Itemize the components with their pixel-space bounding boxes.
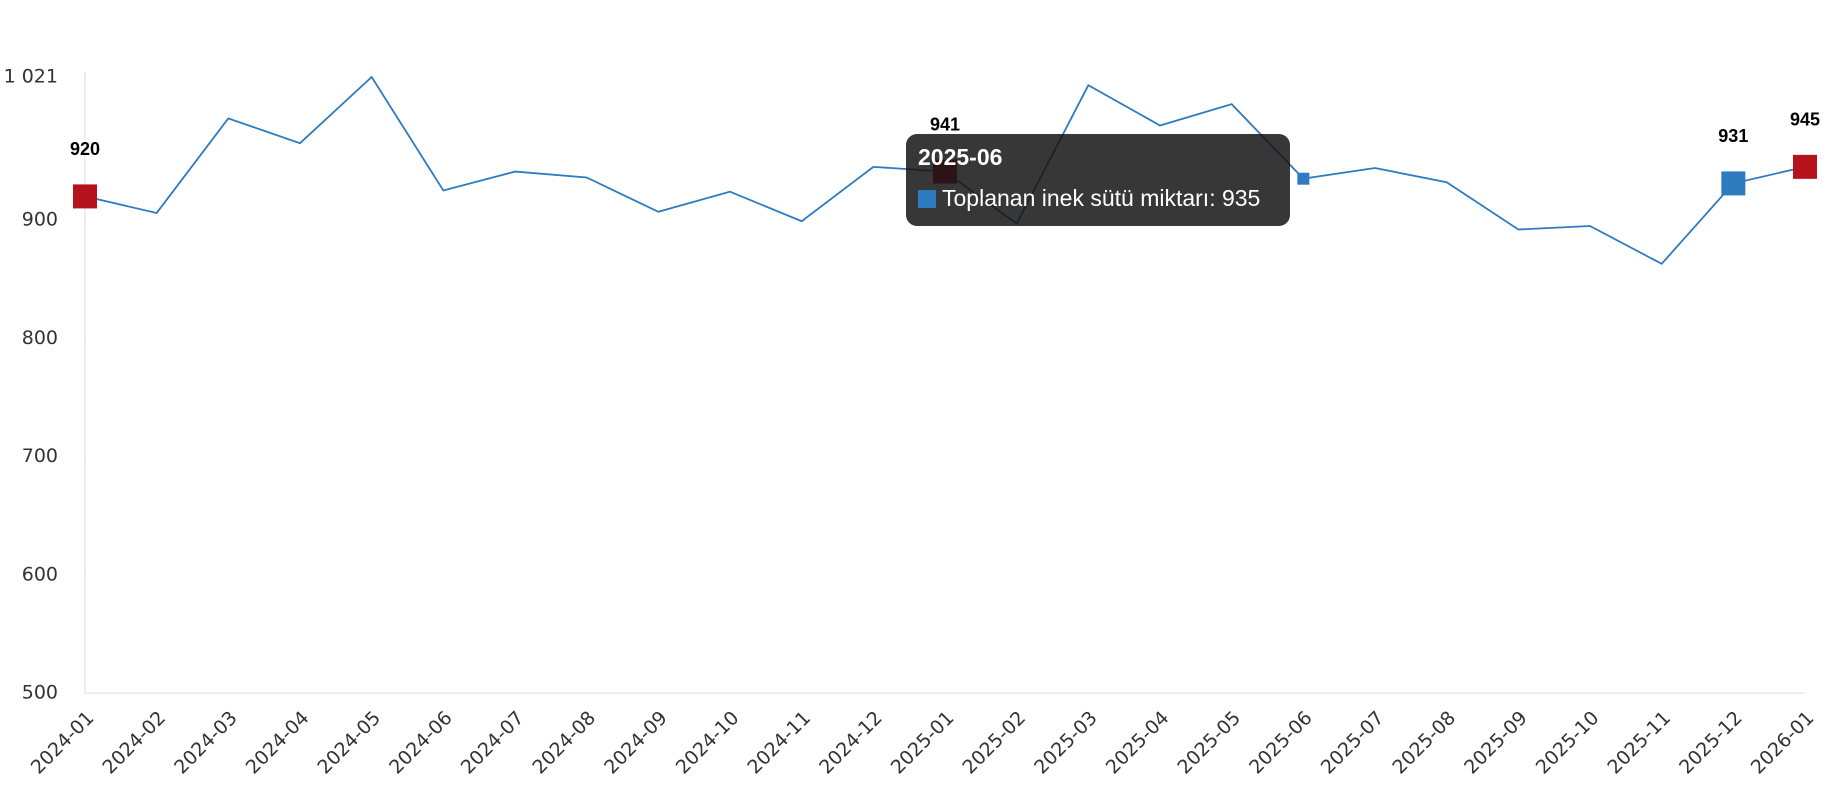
x-tick-label: 2024-10	[672, 707, 744, 779]
x-tick-label: 2024-08	[528, 707, 600, 779]
y-tick-label: 900	[22, 209, 58, 231]
x-tick-label: 2025-02	[958, 707, 1030, 779]
x-tick-label: 2024-07	[457, 707, 529, 779]
tooltip: 2025-06 Toplanan inek sütü miktarı: 935	[906, 134, 1290, 226]
x-tick-label: 2024-03	[170, 707, 242, 779]
x-tick-label: 2025-04	[1102, 707, 1174, 779]
x-tick-label: 2024-12	[815, 707, 887, 779]
x-tick-label: 2024-06	[385, 707, 457, 779]
x-tick-label: 2024-11	[743, 707, 815, 779]
highlight-marker	[1721, 171, 1746, 196]
x-tick-label: 2025-09	[1460, 707, 1532, 779]
data-label: 931	[1718, 126, 1748, 146]
x-tick-label: 2024-09	[600, 707, 672, 779]
tooltip-title: 2025-06	[918, 144, 1003, 170]
y-tick-label: 700	[22, 445, 58, 467]
x-tick-label: 2025-05	[1173, 707, 1245, 779]
x-tick-label: 2025-11	[1603, 707, 1675, 779]
y-tick-label: 1 021	[4, 66, 58, 88]
x-tick-label: 2025-07	[1317, 707, 1389, 779]
x-tick-label: 2025-10	[1532, 707, 1604, 779]
x-tick-label: 2026-01	[1747, 707, 1819, 779]
x-tick-label: 2024-01	[27, 707, 99, 779]
data-label: 941	[930, 114, 960, 134]
tooltip-swatch	[918, 189, 936, 208]
hover-marker	[1297, 172, 1310, 185]
y-tick-label: 600	[22, 563, 58, 585]
y-tick-label: 800	[22, 327, 58, 349]
data-label: 920	[70, 139, 100, 159]
tooltip-text: Toplanan inek sütü miktarı: 935	[942, 185, 1261, 211]
y-tick-label: 500	[22, 682, 58, 704]
x-tick-label: 2025-12	[1675, 707, 1747, 779]
highlight-marker	[73, 184, 97, 209]
x-tick-label: 2025-06	[1245, 707, 1317, 779]
x-tick-label: 2025-08	[1388, 707, 1460, 779]
highlight-marker	[1793, 154, 1817, 179]
x-tick-label: 2024-02	[98, 707, 170, 779]
tooltip-row: Toplanan inek sütü miktarı: 935	[918, 185, 1278, 212]
x-tick-label: 2024-04	[242, 707, 314, 779]
data-label: 945	[1790, 110, 1820, 130]
x-tick-label: 2025-03	[1030, 707, 1102, 779]
x-tick-label: 2025-01	[887, 707, 959, 779]
x-tick-label: 2024-05	[313, 707, 385, 779]
